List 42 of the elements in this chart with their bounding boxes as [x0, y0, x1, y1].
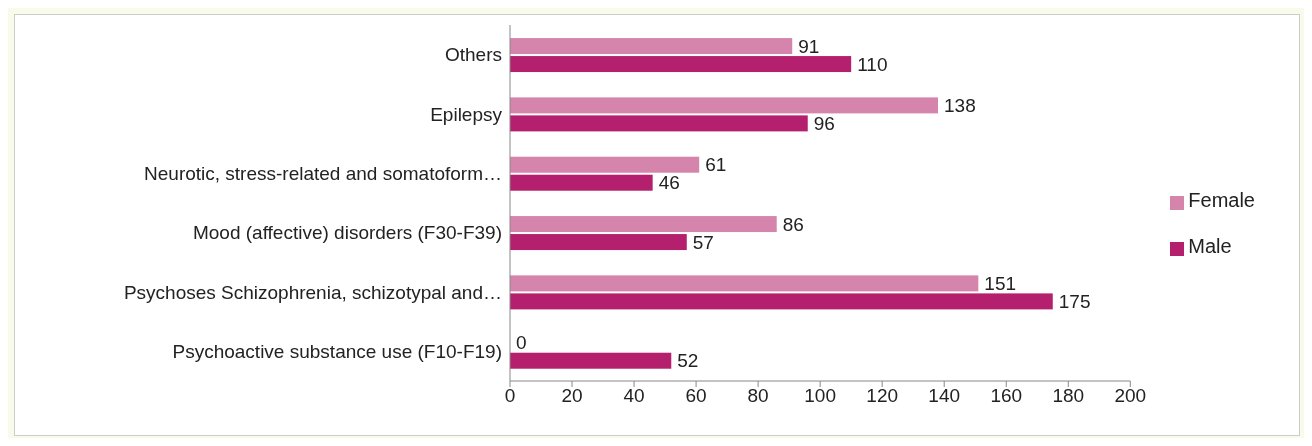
data-label: 46 — [658, 172, 680, 194]
bar — [510, 115, 808, 132]
data-label: 151 — [984, 272, 1017, 294]
x-tick-label: 180 — [1052, 385, 1085, 407]
data-label: 52 — [677, 350, 699, 372]
legend-label: Female — [1188, 189, 1255, 211]
bar — [510, 156, 700, 173]
x-tick-label: 120 — [866, 385, 899, 407]
data-label: 61 — [705, 154, 727, 176]
y-tick-label: Psychoactive substance use (F10-F19) — [172, 341, 502, 363]
bar — [510, 234, 687, 251]
y-tick-label: Epilepsy — [430, 103, 503, 125]
bar — [510, 97, 939, 114]
bar — [510, 352, 672, 369]
x-tick-label: 0 — [504, 385, 516, 407]
y-tick-label: Psychoses Schizophrenia, schizotypal and… — [123, 281, 502, 303]
x-tick-label: 60 — [685, 385, 707, 407]
x-tick-label: 200 — [1114, 385, 1147, 407]
data-label: 86 — [782, 213, 804, 235]
bar — [510, 38, 793, 55]
data-label: 91 — [798, 35, 820, 57]
data-label: 96 — [813, 112, 835, 134]
bar — [510, 174, 653, 191]
legend-label: Male — [1188, 235, 1232, 257]
data-label: 110 — [857, 53, 888, 75]
y-tick-label: Others — [444, 44, 502, 66]
y-tick-label: Mood (affective) disorders (F30-F39) — [192, 222, 502, 244]
data-label: 57 — [692, 231, 714, 253]
x-tick-label: 20 — [561, 385, 583, 407]
x-tick-label: 160 — [990, 385, 1023, 407]
x-tick-label: 140 — [928, 385, 961, 407]
x-tick-label: 80 — [747, 385, 769, 407]
data-label: 138 — [944, 94, 976, 116]
data-label: 175 — [1058, 290, 1091, 312]
bar — [510, 293, 1053, 310]
data-label: 0 — [516, 332, 527, 354]
x-tick-label: 40 — [623, 385, 645, 407]
y-tick-label: Neurotic, stress-related and somatoform… — [144, 163, 502, 185]
x-tick-label: 100 — [804, 385, 836, 407]
bar — [510, 275, 979, 292]
bar — [510, 56, 852, 73]
bar — [510, 216, 777, 233]
